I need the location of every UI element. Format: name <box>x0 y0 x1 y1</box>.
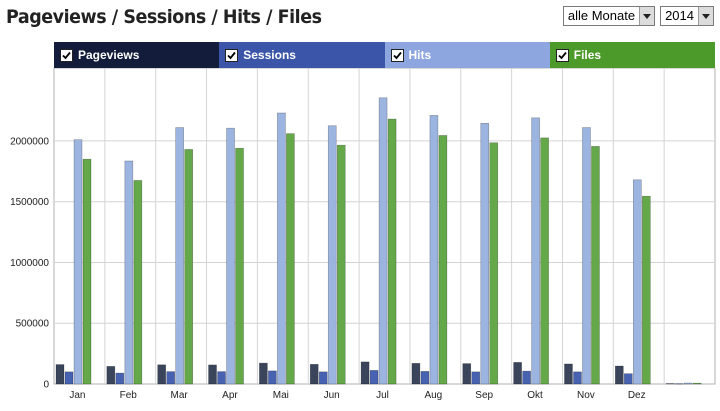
bar-sessions <box>318 371 328 385</box>
legend-toggle-files[interactable]: Files <box>549 42 715 68</box>
y-tick-label: 1000000 <box>10 258 49 269</box>
y-tick-label: 1500000 <box>10 197 49 208</box>
x-tick-label: Sep <box>475 390 493 401</box>
bar-sessions <box>369 370 379 385</box>
month-select[interactable]: alle Monate <box>562 6 656 26</box>
chart-controls: alle Monate 2014 <box>562 6 714 26</box>
legend-label-files: Files <box>573 48 602 62</box>
legend-label-sessions: Sessions <box>243 48 296 62</box>
bar-pageviews <box>157 364 166 385</box>
bar-sessions <box>166 371 175 385</box>
bar-pageviews <box>208 364 217 385</box>
chevron-down-icon[interactable] <box>698 7 713 25</box>
checkbox-icon[interactable] <box>555 48 569 62</box>
bar-pageviews <box>259 362 268 385</box>
x-tick-label: Feb <box>120 390 138 401</box>
x-tick-label: Nov <box>577 390 595 401</box>
page-title: Pageviews / Sessions / Hits / Files <box>6 6 322 28</box>
bar-files <box>438 135 448 385</box>
legend-label-pageviews: Pageviews <box>78 48 140 62</box>
legend-toggle-sessions[interactable]: Sessions <box>219 42 385 68</box>
legend-label-hits: Hits <box>408 48 432 62</box>
bar-sessions <box>522 370 531 385</box>
bar-files <box>540 137 549 385</box>
bar-chart: 0 500000 1000000 1500000 2000000 Jan Feb Mar Apr… <box>10 68 716 401</box>
bar-pageviews <box>309 364 319 385</box>
legend-toggle-hits[interactable]: Hits <box>384 42 550 68</box>
bar-files <box>336 144 346 385</box>
bar-pageviews <box>665 383 675 385</box>
x-tick-label: Okt <box>527 390 543 401</box>
bar-pageviews <box>564 363 573 385</box>
bar-hits <box>175 127 184 385</box>
bar-sessions <box>217 371 226 385</box>
bar-hits <box>378 97 388 385</box>
bar-files <box>387 118 397 385</box>
bar-sessions <box>420 371 430 385</box>
bar-files <box>184 149 193 385</box>
year-select[interactable]: 2014 <box>660 6 714 26</box>
bar-sessions <box>573 371 582 385</box>
bar-sessions <box>624 373 633 385</box>
bar-hits <box>73 139 83 385</box>
x-tick-label: Mar <box>170 390 188 401</box>
checkbox-icon[interactable] <box>225 48 239 62</box>
y-tick-label: 500000 <box>16 319 50 330</box>
bar-hits <box>582 127 591 385</box>
bar-hits <box>683 382 693 385</box>
x-tick-label: Apr <box>222 390 238 401</box>
bar-pageviews <box>462 363 472 385</box>
x-tick-label: Jan <box>69 390 85 401</box>
x-tick-label: Jul <box>376 390 389 401</box>
bar-files <box>82 158 92 385</box>
bar-hits <box>429 115 439 385</box>
checkbox-icon[interactable] <box>390 48 404 62</box>
bar-hits <box>226 127 235 385</box>
bar-sessions <box>268 370 277 385</box>
x-tick-label: Dez <box>628 390 646 401</box>
bar-hits <box>124 160 134 385</box>
bar-pageviews <box>106 366 116 385</box>
bar-files <box>489 142 499 385</box>
bar-sessions <box>471 371 481 385</box>
bar-pageviews <box>55 364 65 385</box>
bar-hits <box>327 125 337 385</box>
y-tick-label: 2000000 <box>10 136 49 147</box>
bar-pageviews <box>411 363 421 385</box>
bar-files <box>133 180 143 385</box>
bar-pageviews <box>513 362 522 385</box>
bar-pageviews <box>615 365 624 385</box>
bar-files <box>235 147 244 385</box>
bar-files <box>692 382 702 385</box>
x-tick-label: Jun <box>324 390 340 401</box>
bar-hits <box>531 117 540 385</box>
x-tick-label: Mai <box>273 390 289 401</box>
month-select-value: alle Monate <box>567 8 636 23</box>
checkbox-icon[interactable] <box>60 48 73 62</box>
bar-hits <box>633 179 642 385</box>
bar-hits <box>277 112 286 385</box>
bar-files <box>286 133 295 385</box>
bar-sessions <box>64 371 74 385</box>
bar-files <box>642 195 651 385</box>
legend-toggle-pageviews[interactable]: Pageviews <box>54 42 220 68</box>
bar-pageviews <box>360 361 370 385</box>
chevron-down-icon[interactable] <box>639 7 655 25</box>
bar-files <box>591 146 600 385</box>
bar-hits <box>480 122 490 385</box>
bar-sessions <box>674 383 684 385</box>
y-tick-label: 0 <box>43 380 49 391</box>
year-select-value: 2014 <box>665 8 694 23</box>
x-tick-label: Aug <box>424 390 442 401</box>
chart-legend: Pageviews Sessions Hits Files <box>54 42 715 68</box>
bar-sessions <box>115 372 125 385</box>
